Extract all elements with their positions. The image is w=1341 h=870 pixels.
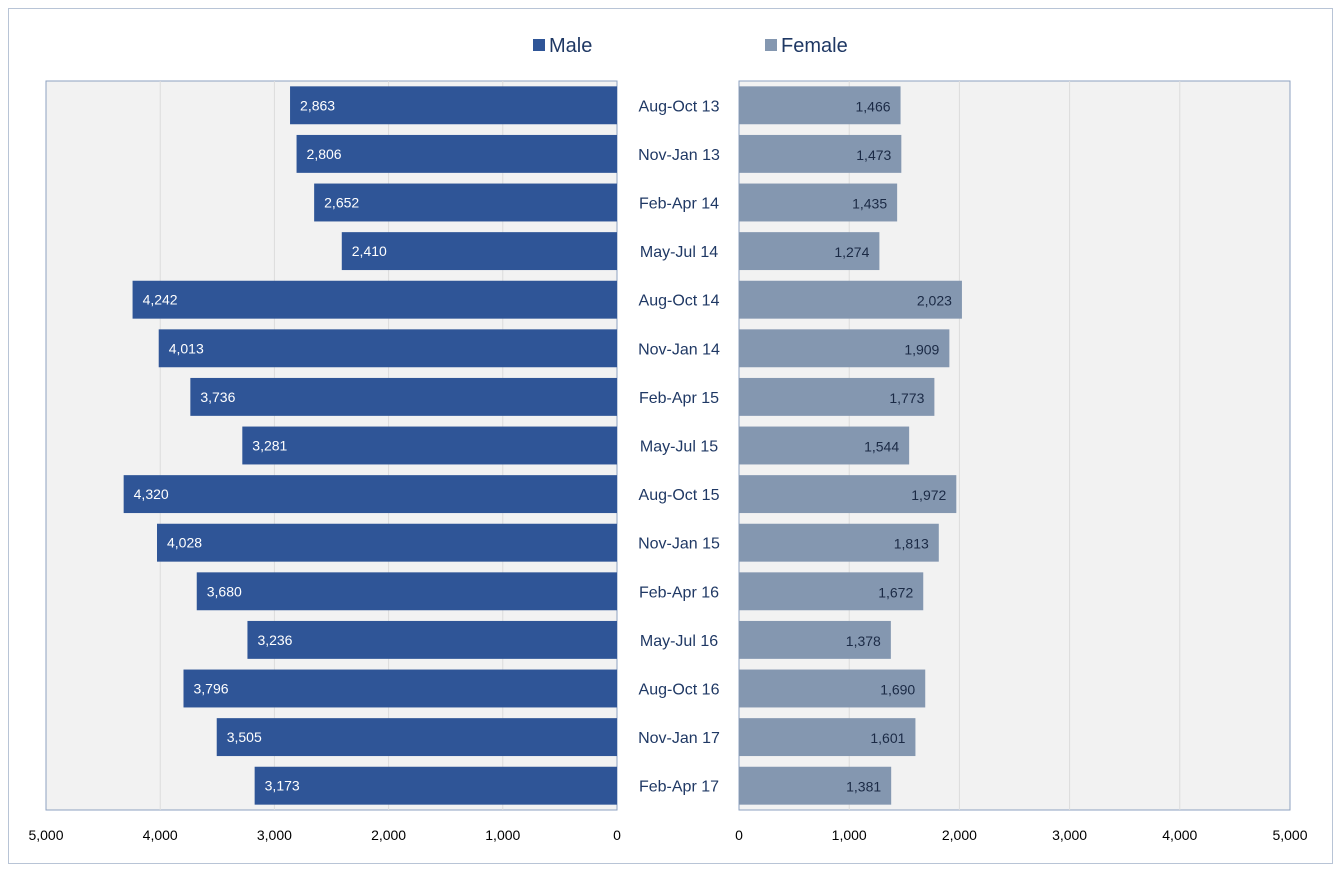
male-bar — [183, 669, 617, 708]
female-bar — [739, 377, 935, 416]
male-bar — [123, 475, 617, 514]
male-data-label: 3,281 — [252, 438, 287, 454]
female-data-label: 1,773 — [889, 390, 924, 406]
male-data-label: 2,652 — [324, 195, 359, 211]
left-tick-label: 1,000 — [485, 827, 520, 843]
category-label: Aug-Oct 15 — [639, 487, 720, 504]
category-label: Aug-Oct 13 — [639, 98, 720, 115]
female-data-label: 2,023 — [917, 293, 952, 309]
female-data-label: 1,972 — [911, 487, 946, 503]
female-bar — [739, 523, 939, 562]
left-tick-label: 2,000 — [371, 827, 406, 843]
male-bar — [196, 572, 617, 611]
female-bar — [739, 134, 902, 173]
category-label: Feb-Apr 15 — [639, 390, 719, 407]
female-bar — [739, 329, 950, 368]
female-bar — [739, 280, 962, 319]
left-tick-label: 5,000 — [28, 827, 63, 843]
female-data-label: 1,672 — [878, 584, 913, 600]
category-label: May-Jul 14 — [640, 244, 718, 261]
category-label: Aug-Oct 14 — [639, 293, 720, 310]
category-label: May-Jul 15 — [640, 439, 718, 456]
male-bar — [190, 377, 617, 416]
male-bar — [132, 280, 617, 319]
legend-label-female: Female — [781, 35, 848, 57]
female-bar — [739, 620, 891, 659]
male-data-label: 3,236 — [257, 632, 292, 648]
male-bar — [341, 232, 617, 271]
female-data-label: 1,813 — [894, 536, 929, 552]
category-label: Nov-Jan 14 — [638, 341, 720, 358]
right-tick-label: 4,000 — [1162, 827, 1197, 843]
male-data-label: 3,173 — [265, 778, 300, 794]
male-bar — [242, 426, 617, 465]
female-bar — [739, 475, 957, 514]
male-data-label: 3,680 — [207, 583, 242, 599]
female-data-label: 1,381 — [846, 779, 881, 795]
female-bar — [739, 766, 892, 805]
category-label: Nov-Jan 17 — [638, 730, 720, 747]
legend-swatch-male — [533, 39, 545, 51]
male-data-label: 2,806 — [307, 146, 342, 162]
male-data-label: 2,863 — [300, 97, 335, 113]
left-tick-label: 0 — [613, 827, 621, 843]
category-label: Feb-Apr 14 — [639, 196, 719, 213]
female-data-label: 1,473 — [856, 147, 891, 163]
right-tick-label: 5,000 — [1272, 827, 1307, 843]
female-data-label: 1,601 — [870, 730, 905, 746]
female-data-label: 1,274 — [834, 244, 869, 260]
female-bar — [739, 426, 910, 465]
female-bar — [739, 572, 924, 611]
male-bar — [158, 329, 617, 368]
male-bar — [296, 134, 617, 173]
male-data-label: 4,320 — [134, 486, 169, 502]
category-label: Aug-Oct 16 — [639, 682, 720, 699]
chart-frame: 5,000 4,000 3,000 2,000 1,000 0 0 1,000 2,000 3,0… — [8, 8, 1333, 864]
male-bar — [290, 86, 617, 125]
male-bar — [314, 183, 617, 222]
legend-label-male: Male — [549, 35, 592, 57]
female-data-label: 1,378 — [846, 633, 881, 649]
male-data-label: 3,736 — [200, 389, 235, 405]
female-bar — [739, 183, 898, 222]
male-bar — [254, 766, 617, 805]
male-data-label: 4,013 — [169, 340, 204, 356]
female-data-label: 1,435 — [852, 196, 887, 212]
category-label: Feb-Apr 17 — [639, 779, 719, 796]
male-bar — [247, 620, 618, 659]
category-label: Feb-Apr 16 — [639, 584, 719, 601]
female-bar — [739, 86, 901, 125]
female-bar — [739, 232, 880, 271]
left-tick-label: 3,000 — [257, 827, 292, 843]
butterfly-chart: 5,000 4,000 3,000 2,000 1,000 0 0 1,000 2,000 3,0… — [28, 35, 1307, 843]
male-bar — [157, 523, 618, 562]
right-tick-label: 1,000 — [832, 827, 867, 843]
male-data-label: 2,410 — [352, 243, 387, 259]
category-label: May-Jul 16 — [640, 633, 718, 650]
right-tick-label: 2,000 — [942, 827, 977, 843]
female-bar — [739, 669, 926, 708]
category-label: Nov-Jan 15 — [638, 536, 720, 553]
female-bar — [739, 718, 916, 757]
male-bar — [216, 718, 617, 757]
female-data-label: 1,466 — [856, 98, 891, 114]
left-tick-label: 4,000 — [143, 827, 178, 843]
right-tick-label: 0 — [735, 827, 743, 843]
female-data-label: 1,909 — [904, 341, 939, 357]
legend-swatch-female — [765, 39, 777, 51]
female-data-label: 1,690 — [880, 682, 915, 698]
male-data-label: 3,796 — [193, 681, 228, 697]
female-data-label: 1,544 — [864, 439, 899, 455]
male-data-label: 4,028 — [167, 535, 202, 551]
male-data-label: 4,242 — [143, 292, 178, 308]
category-label: Nov-Jan 13 — [638, 147, 720, 164]
male-data-label: 3,505 — [227, 729, 262, 745]
right-tick-label: 3,000 — [1052, 827, 1087, 843]
